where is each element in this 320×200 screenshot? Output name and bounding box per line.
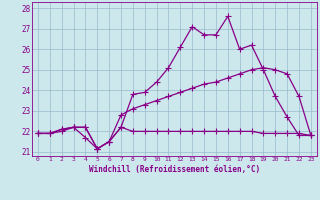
X-axis label: Windchill (Refroidissement éolien,°C): Windchill (Refroidissement éolien,°C)	[89, 165, 260, 174]
